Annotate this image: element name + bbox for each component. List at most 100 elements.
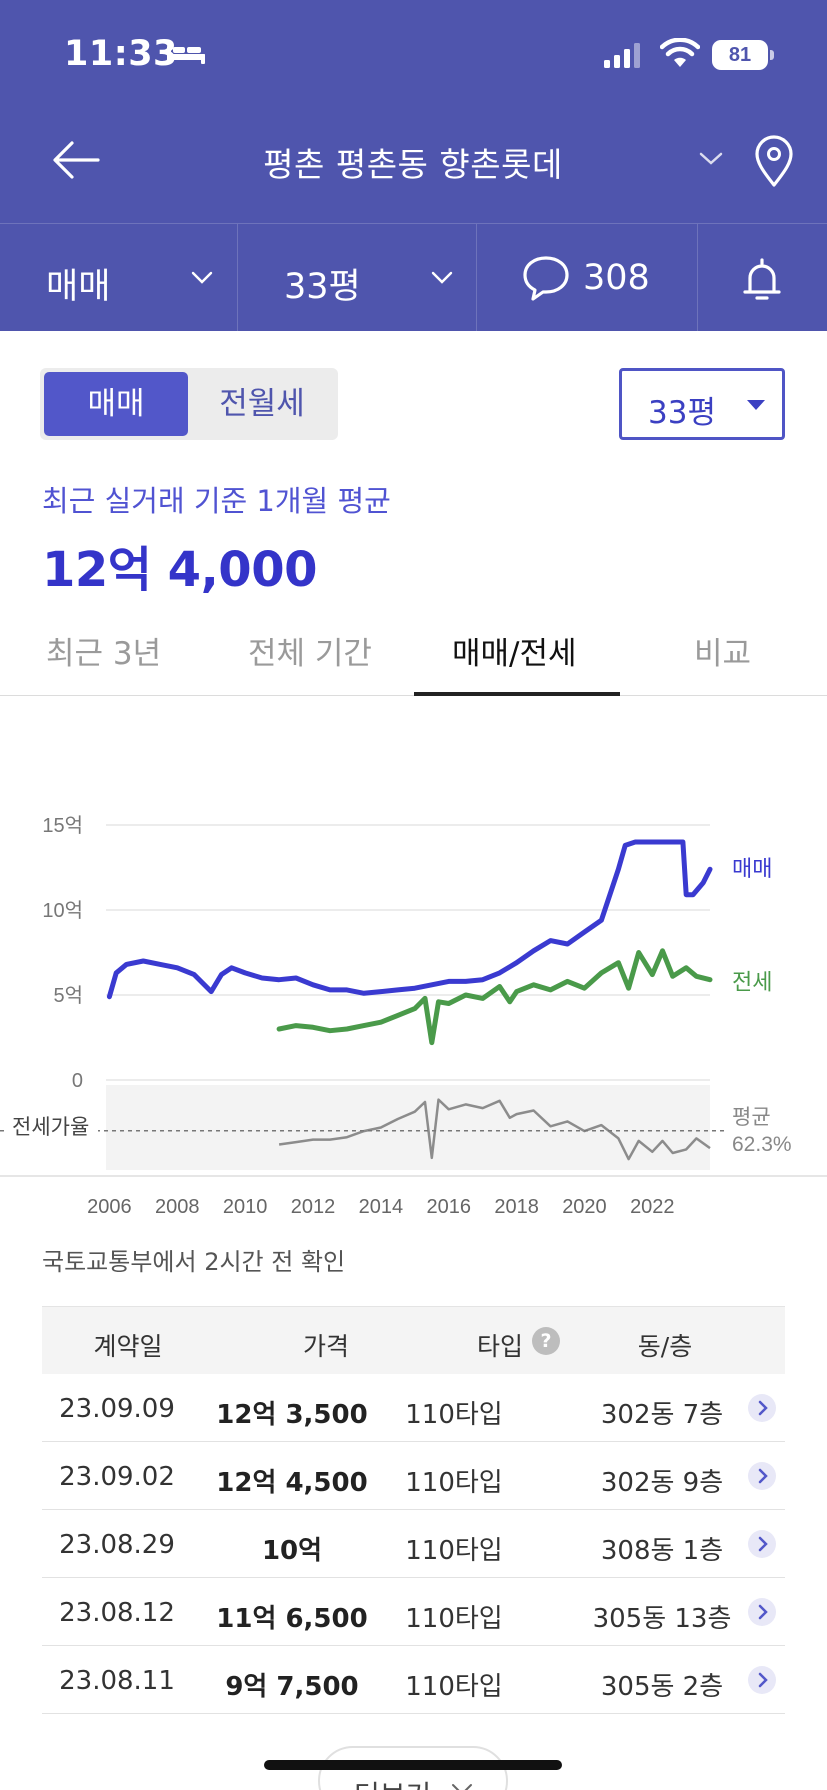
table-row[interactable]: 23.08.11 9억 7,500 110타입 305동 2층 <box>42 1646 785 1714</box>
jeonse-point <box>277 1027 281 1031</box>
sale-point <box>701 881 705 885</box>
help-icon[interactable]: ? <box>532 1327 560 1355</box>
chevron-down-icon <box>431 271 453 284</box>
sale-point <box>633 840 637 844</box>
row-price: 11억 6,500 <box>216 1604 368 1634</box>
jeonse-price-line <box>276 948 713 1046</box>
table-row[interactable]: 23.09.09 12억 3,500 110타입 302동 7층 <box>42 1374 785 1442</box>
sale-point <box>114 971 118 975</box>
jeonse-point <box>423 996 427 1000</box>
tab-all-period[interactable]: 전체 기간 <box>248 636 372 672</box>
status-bar: 11:33 81 <box>0 0 827 110</box>
header-price: 가격 <box>302 1332 349 1361</box>
jeonse-point <box>294 1024 298 1028</box>
sale-point <box>498 971 502 975</box>
row-dong-floor: 302동 7층 <box>600 1400 724 1430</box>
sale-point <box>107 995 111 999</box>
row-date: 23.08.11 <box>59 1666 175 1696</box>
jeonse-point <box>637 951 641 954</box>
y-tick-label: 0 <box>72 1070 83 1092</box>
jeonse-point <box>345 1027 349 1031</box>
y-tick-label: 5억 <box>53 984 83 1007</box>
jeonse-point <box>549 988 552 992</box>
jeonse-point <box>708 978 712 982</box>
jeonse-point <box>671 974 675 978</box>
complex-title[interactable]: 평촌 평촌동 향촌롯데 <box>263 145 563 184</box>
sale-point <box>396 988 400 992</box>
sale-point <box>175 966 179 970</box>
back-arrow-icon[interactable] <box>52 140 100 180</box>
x-tick-label: 2020 <box>562 1196 607 1218</box>
comments-button[interactable]: 308 <box>477 224 698 332</box>
size-select[interactable]: 33평 <box>619 368 785 440</box>
chevron-right-icon[interactable] <box>748 1666 776 1694</box>
sale-point <box>582 930 586 934</box>
wifi-icon <box>660 38 700 67</box>
sale-point <box>549 939 552 943</box>
deal-type-filter[interactable]: 매매 <box>0 224 238 332</box>
battery-indicator: 81 <box>712 40 774 70</box>
sale-point <box>141 959 145 963</box>
cellular-signal-icon <box>604 43 640 68</box>
chevron-right-icon[interactable] <box>748 1530 776 1558</box>
sale-point <box>691 893 695 897</box>
row-date: 23.08.12 <box>59 1598 175 1628</box>
jeonse-point <box>616 961 620 965</box>
sale-point <box>345 988 349 992</box>
average-caption: 최근 실거래 기준 1개월 평균 <box>42 484 391 518</box>
row-type: 110타입 <box>405 1468 503 1498</box>
sale-point <box>464 979 468 983</box>
jeonse-point <box>684 966 688 970</box>
tab-compare[interactable]: 비교 <box>694 636 752 672</box>
jeonse-point <box>582 986 586 990</box>
comment-count: 308 <box>583 258 650 298</box>
chevron-right-icon[interactable] <box>748 1598 776 1626</box>
segment-rent[interactable]: 전월세 <box>219 386 305 422</box>
jeonse-series-label: 전세 <box>732 970 772 995</box>
row-price: 9억 7,500 <box>225 1672 359 1702</box>
sale-point <box>650 840 654 844</box>
period-tabs: 최근 3년 전체 기간 매매/전세 비교 <box>0 608 827 696</box>
ratio-label-bg <box>4 1111 98 1142</box>
x-tick-label: 2014 <box>359 1196 404 1218</box>
jeonse-point <box>413 1007 417 1011</box>
sale-point <box>219 973 223 977</box>
sale-point <box>623 843 627 847</box>
y-tick-label: 15억 <box>42 814 83 837</box>
home-indicator <box>264 1760 562 1770</box>
sale-point <box>328 988 332 992</box>
chevron-down-icon[interactable] <box>698 150 724 168</box>
row-type: 110타입 <box>405 1536 503 1566</box>
alert-button[interactable] <box>698 224 827 332</box>
filter-bar: 매매 33평 308 <box>0 223 827 332</box>
chevron-right-icon[interactable] <box>748 1462 776 1490</box>
table-row[interactable]: 23.08.12 11억 6,500 110타입 305동 13층 <box>42 1578 785 1646</box>
row-dong-floor: 308동 1층 <box>600 1536 724 1566</box>
size-filter-label: 33평 <box>284 267 361 307</box>
tab-sale-jeonse[interactable]: 매매/전세 <box>452 636 577 672</box>
table-row[interactable]: 23.09.02 12억 4,500 110타입 302동 9층 <box>42 1442 785 1510</box>
speech-bubble-icon <box>523 256 569 301</box>
jeonse-point <box>430 1041 434 1045</box>
row-date: 23.09.09 <box>59 1394 175 1424</box>
row-price: 12억 4,500 <box>216 1468 368 1498</box>
jeonse-point <box>627 986 631 990</box>
y-tick-label: 10억 <box>42 899 83 922</box>
jeonse-point <box>437 1000 440 1004</box>
table-row[interactable]: 23.08.29 10억 110타입 308동 1층 <box>42 1510 785 1578</box>
jeonse-point <box>515 990 519 994</box>
x-tick-label: 2010 <box>223 1196 268 1218</box>
jeonse-point <box>661 949 664 953</box>
sleep-mode-icon <box>167 46 205 64</box>
chevron-right-icon[interactable] <box>748 1394 776 1422</box>
location-pin-icon[interactable] <box>752 134 796 188</box>
jeonse-point <box>508 1000 512 1004</box>
sale-price-line <box>106 839 713 1000</box>
ratio-average-value: 62.3% <box>732 1133 792 1156</box>
price-chart: 15억 10억 5억 0 2006 2008 2010 2012 2014 2016 2018 202… <box>0 814 827 1218</box>
active-tab-indicator <box>414 692 620 696</box>
sale-point <box>294 976 298 980</box>
size-filter[interactable]: 33평 <box>238 224 477 332</box>
segment-sale[interactable]: 매매 <box>44 372 188 436</box>
tab-recent-3y[interactable]: 최근 3년 <box>46 636 162 672</box>
